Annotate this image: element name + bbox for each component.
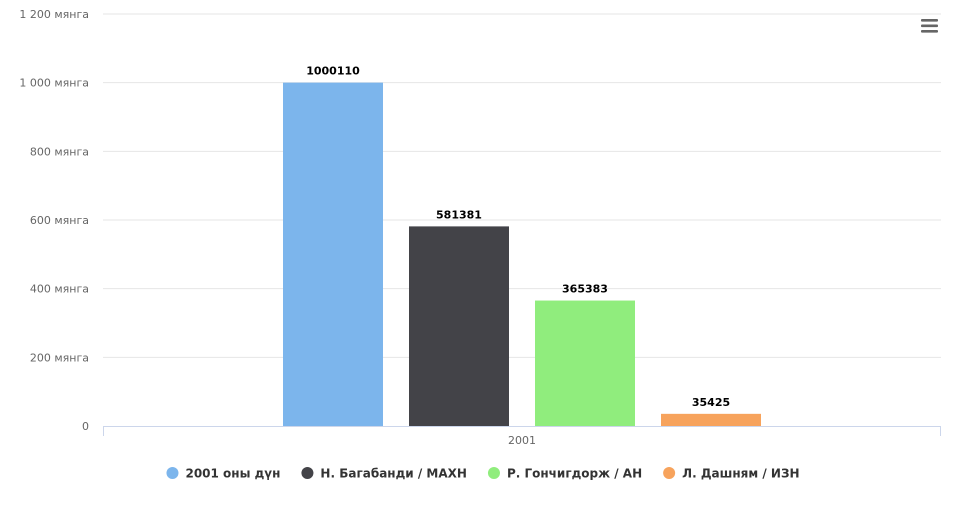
y-tick-label: 800 мянга [30,145,89,158]
legend-label: Н. Багабанди / МАХН [320,467,467,481]
legend-label: Р. Гончигдорж / АН [507,467,642,481]
data-label: 581381 [436,208,482,221]
bars [283,82,761,426]
bar-series-0[interactable] [283,82,383,426]
legend-label: Л. Дашням / ИЗН [682,467,799,481]
legend-item-1[interactable]: Н. Багабанди / МАХН [301,467,467,481]
hamburger-menu-icon[interactable] [917,15,941,37]
data-labels: 1000110 581381 365383 35425 [306,65,730,409]
data-label: 365383 [562,283,608,296]
legend-item-0[interactable]: 2001 оны дүн [166,467,280,481]
x-tick-label: 2001 [508,434,536,447]
y-tick-label: 0 [82,420,89,433]
bar-series-3[interactable] [661,413,761,426]
data-label: 1000110 [306,65,360,78]
legend-symbol [663,467,676,479]
legend: 2001 оны дүн Н. Багабанди / МАХН Р. Гончиг… [166,467,800,481]
data-label: 35425 [692,396,730,409]
bar-series-2[interactable] [535,300,635,426]
y-tick-label: 1 200 мянга [19,8,89,21]
y-tick-label: 1 000 мянга [19,77,89,90]
grid-lines [103,13,941,358]
legend-symbol [487,467,500,479]
y-tick-label: 600 мянга [30,214,89,227]
y-axis: 0 200 мянга 400 мянга 600 мянга 800 мянга 1 0… [19,8,89,433]
legend-item-3[interactable]: Л. Дашням / ИЗН [663,467,800,481]
x-axis: 2001 [103,426,941,447]
bar-series-1[interactable] [409,226,509,426]
legend-symbol [166,467,179,479]
legend-label: 2001 оны дүн [185,467,280,481]
y-tick-label: 200 мянга [30,351,89,364]
legend-item-2[interactable]: Р. Гончигдорж / АН [487,467,642,481]
y-tick-label: 400 мянга [30,283,89,296]
legend-symbol [301,467,314,479]
